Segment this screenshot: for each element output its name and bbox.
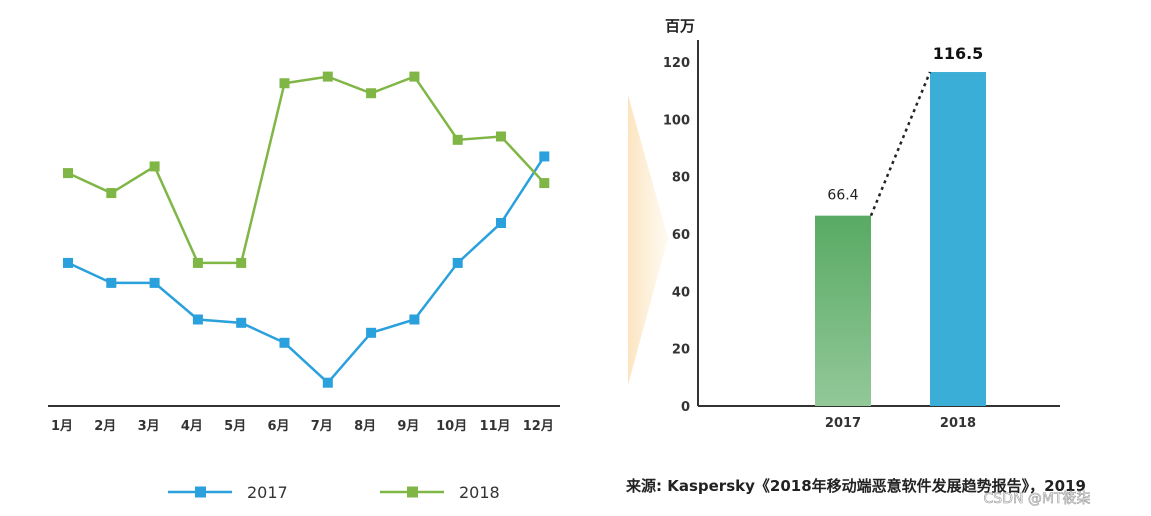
series-line-2017 [67,155,546,385]
watermark-text: CSDN @MT筱柒 [984,490,1091,507]
bar-x-tick-label: 2018 [940,416,976,431]
series-line-2018 [67,75,546,265]
legend-marker-2017 [195,486,206,498]
series-point-2018 [322,71,333,82]
line-x-tick-label: 1月 [51,419,73,434]
legend-marker-2018 [407,486,418,498]
transition-arrow-icon [628,95,668,385]
series-point-2018 [192,257,203,268]
series-point-2018 [366,88,377,99]
line-chart: 1月 2月 3月 4月 5月 6月 7月 8月 9月 10月 11月 12月 [48,71,560,434]
series-point-2018 [539,178,550,189]
series-point-2018 [496,131,506,142]
series-point-2017 [192,314,203,325]
series-point-2017 [366,327,377,338]
bar-chart-ylabel: 百万 [665,17,695,35]
series-point-2017 [149,277,160,288]
line-x-tick-label: 11月 [479,419,510,434]
bar-value-label: 66.4 [827,188,858,204]
line-x-tick-label: 10月 [436,419,467,434]
series-point-2018 [236,257,247,268]
bar-y-tick-label: 40 [672,285,690,300]
legend-label-2017: 2017 [247,483,288,502]
series-point-2017 [63,257,73,268]
series-point-2017 [496,218,506,228]
line-x-tick-label: 3月 [138,419,160,434]
series-point-2018 [452,134,463,145]
legend-label-2018: 2018 [459,483,500,502]
bar-y-tick-label: 120 [663,56,690,71]
series-point-2018 [106,188,117,199]
bar-2017 [815,215,871,406]
line-x-tick-label: 8月 [354,419,376,434]
line-x-tick-label: 9月 [397,419,419,434]
line-x-tick-label: 12月 [523,419,554,434]
bar-y-tick-label: 100 [663,113,690,128]
series-point-2017 [409,314,420,325]
series-point-2018 [149,161,160,172]
line-x-tick-label: 2月 [94,419,116,434]
series-point-2017 [236,317,247,328]
line-x-tick-label: 4月 [181,419,203,434]
series-point-2017 [539,151,550,162]
bar-y-tick-label: 60 [672,228,690,243]
legend: 2017 2018 [168,483,500,502]
bar-y-tick-label: 20 [672,343,690,358]
bar-y-tick-label: 0 [681,400,690,415]
series-point-2017 [452,257,463,268]
bar-connector-line [869,71,932,217]
series-point-2017 [279,337,290,348]
series-point-2018 [63,168,73,179]
bar-chart: 百万 0 20 40 60 80 100 120 2017 66.4 2018 116.5 [663,17,1060,431]
bar-2018 [930,72,986,407]
source-note: 来源: Kaspersky《2018年移动端恶意软件发展趋势报告》，2019 [625,477,1086,495]
line-x-tick-label: 5月 [224,419,246,434]
series-point-2018 [279,78,290,89]
series-point-2017 [106,277,117,288]
bar-y-tick-label: 80 [672,171,690,186]
bar-x-tick-label: 2017 [825,416,861,431]
series-point-2017 [322,377,333,388]
line-x-tick-label: 6月 [267,419,289,434]
line-x-tick-label: 7月 [311,419,333,434]
series-point-2018 [409,71,420,82]
bar-value-label: 116.5 [933,44,984,63]
